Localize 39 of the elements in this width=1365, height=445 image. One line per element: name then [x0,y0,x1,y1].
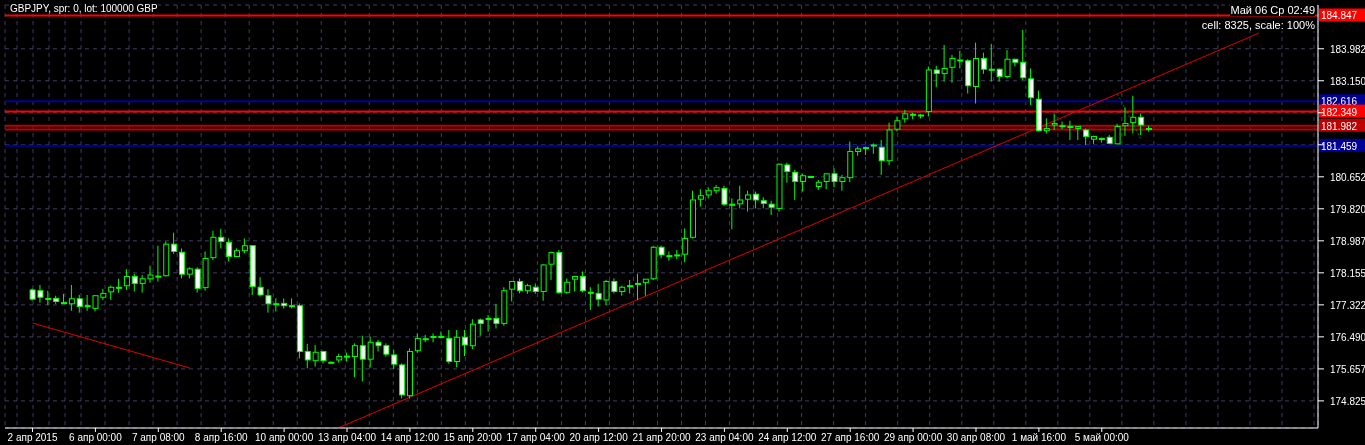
y-tick-label: 176.490 [1330,331,1365,343]
x-tick-label: 7 апр 08:00 [131,432,186,443]
x-tick-label: 30 апр 08:00 [946,432,1006,443]
x-tick-label: 24 апр 12:00 [758,432,817,443]
y-tick-label: 178.987 [1330,235,1365,247]
candlestick [634,273,641,300]
x-tick-label: 8 апр 16:00 [194,432,248,443]
candlestick [1122,107,1129,136]
x-tick-label: 23 апр 04:00 [695,432,754,443]
x-tick-label: 13 апр 04:00 [317,432,377,443]
ref-line-label: 182.616 [1321,96,1358,108]
x-tick-label: 27 апр 16:00 [821,432,880,443]
y-tick-label: 178.155 [1330,267,1365,279]
x-tick-label: 6 апр 00:00 [69,432,123,443]
x-tick-label: 21 апр 20:00 [632,432,692,443]
x-tick-label: 1 май 16:00 [1011,432,1067,443]
x-tick-label: 2 апр 2015 [7,432,58,443]
ref-line-label: 184.847 [1321,10,1358,22]
ref-line-label: 182.349 [1321,106,1358,118]
ref-line-label: 181.459 [1321,140,1358,152]
y-tick-label: 183.150 [1330,75,1365,87]
x-tick-label: 10 апр 00:00 [254,432,314,443]
annotation: Май 06 Ср 02:49 [1230,4,1315,16]
y-tick-label: 177.322 [1330,299,1365,311]
x-tick-label: 5 май 00:00 [1074,432,1130,443]
x-tick-label: 29 апр 00:00 [883,432,943,443]
annotation: cell: 8325, scale: 100% [1201,19,1315,31]
x-tick-label: 20 апр 12:00 [569,432,629,443]
chart-title: GBPJPY, spr: 0, lot: 100000 GBP [10,3,158,14]
x-tick-label: 17 апр 04:00 [506,432,566,443]
x-tick-label: 14 апр 12:00 [380,432,440,443]
y-tick-label: 183.982 [1330,43,1365,55]
y-tick-label: 179.820 [1330,203,1365,215]
candlestick [587,287,594,310]
y-tick-label: 175.657 [1330,363,1365,375]
y-tick-label: 180.652 [1330,171,1365,183]
x-tick-label: 15 апр 20:00 [443,432,503,443]
y-tick-label: 174.825 [1330,395,1365,407]
ref-line-label: 181.982 [1321,120,1358,132]
